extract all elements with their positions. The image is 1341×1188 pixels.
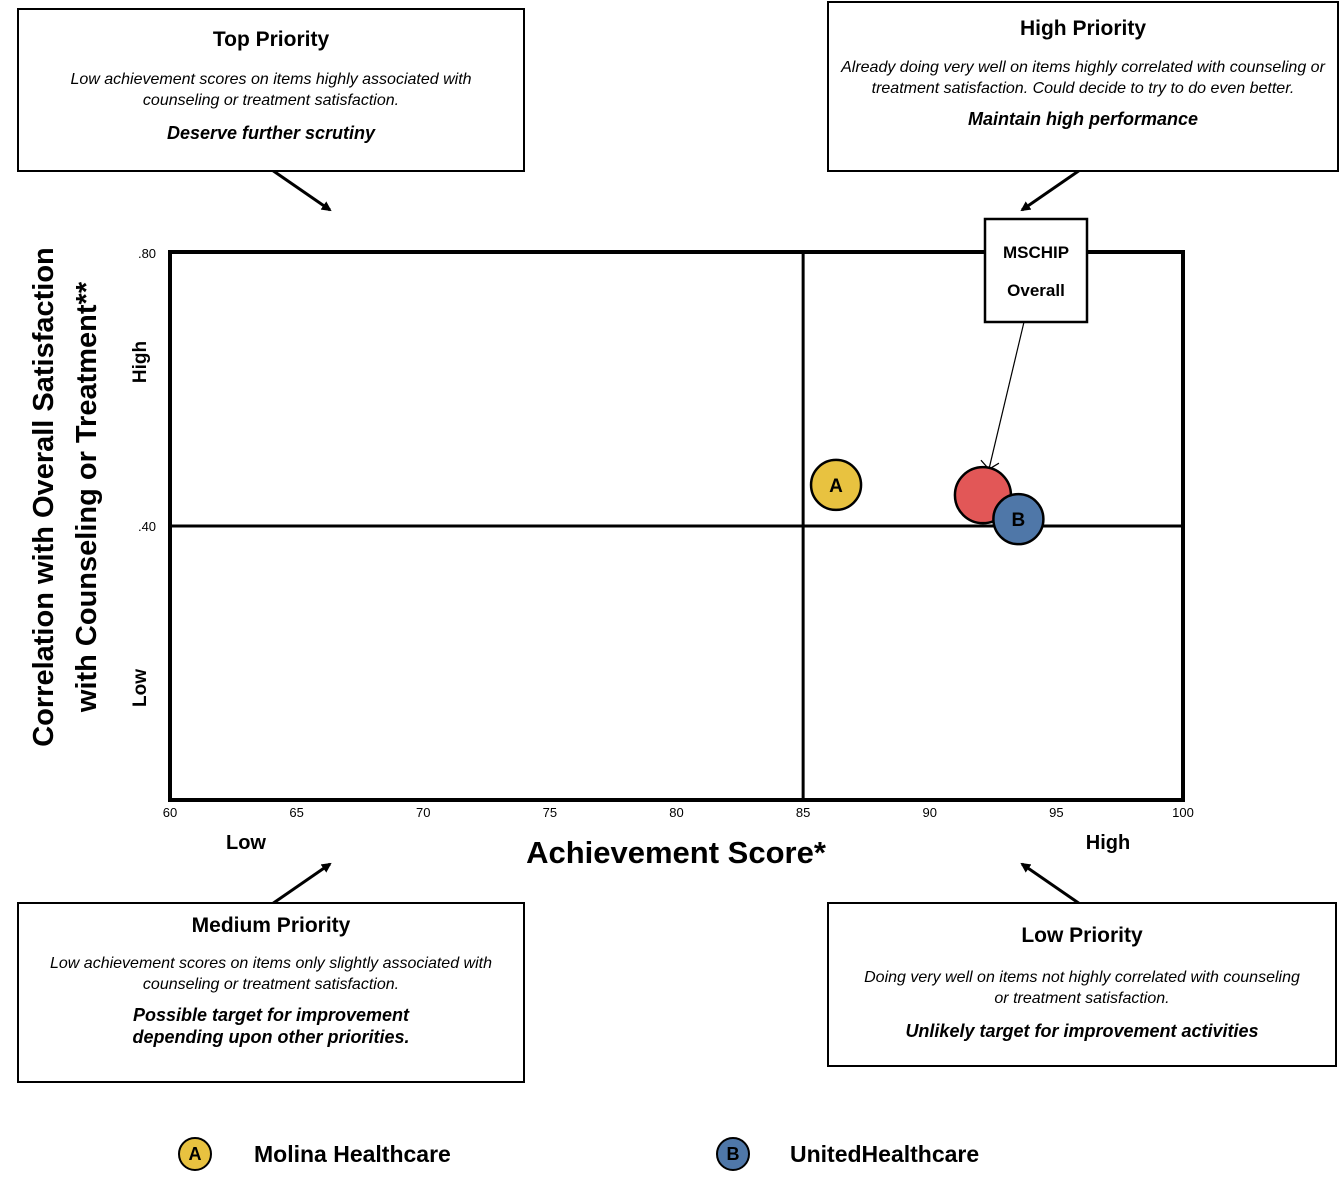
x-tick-label: 90	[923, 805, 937, 820]
medium-priority-box: Medium Priority Low achievement scores o…	[17, 902, 525, 1083]
high-priority-title: High Priority	[1019, 17, 1146, 40]
x-tick-labels: 60 65 70 75 80 85 90 95 100	[163, 805, 1194, 820]
x-tick-label: 70	[416, 805, 430, 820]
top-priority-desc: Low achievement scores on items highly a…	[70, 71, 472, 109]
x-axis-title: Achievement Score*	[526, 835, 827, 870]
arrow-low-priority	[1020, 862, 1081, 906]
x-tick-label: 85	[796, 805, 810, 820]
arrow-medium-priority	[271, 862, 332, 906]
legend-item-b: B UnitedHealthcare	[716, 1137, 979, 1171]
y-tick-label: .80	[138, 246, 156, 261]
x-tick-label: 100	[1172, 805, 1194, 820]
legend-badge-a: A	[178, 1137, 212, 1171]
data-points: AB	[809, 458, 1045, 546]
data-point-b	[992, 492, 1045, 546]
callout-box	[983, 217, 1089, 324]
data-point-a	[809, 458, 863, 512]
callout-line2: Overall	[1007, 281, 1065, 300]
high-priority-desc: Already doing very well on items highly …	[841, 59, 1325, 97]
x-qual-high: High	[1086, 832, 1130, 854]
y-qual-high: High	[130, 341, 151, 383]
low-priority-desc: Doing very well on items not highly corr…	[864, 969, 1300, 1007]
x-qual-low: Low	[226, 832, 266, 854]
top-priority-title: Top Priority	[212, 28, 330, 51]
arrow-top-priority	[271, 168, 332, 212]
legend-badge-b: B	[716, 1137, 750, 1171]
top-priority-box: Top Priority Low achievement scores on i…	[17, 8, 525, 172]
medium-priority-desc: Low achievement scores on items only sli…	[50, 955, 492, 993]
x-tick-label: 75	[543, 805, 557, 820]
y-tick-label: .40	[138, 519, 156, 534]
callout-arrow	[988, 321, 1025, 470]
data-point-label: B	[1012, 510, 1026, 531]
arrow-high-priority	[1020, 168, 1081, 212]
x-tick-label: 65	[289, 805, 303, 820]
legend-label-a: Molina Healthcare	[254, 1140, 451, 1167]
medium-priority-action: Possible target for improvement dependin…	[132, 1004, 410, 1048]
x-tick-label: 60	[163, 805, 177, 820]
low-priority-title: Low Priority	[1021, 924, 1143, 947]
low-priority-action: Unlikely target for improvement activiti…	[905, 1020, 1259, 1041]
legend-item-a: A Molina Healthcare	[178, 1137, 451, 1171]
y-qual-low: Low	[130, 669, 151, 707]
low-priority-box: Low Priority Doing very well on items no…	[827, 902, 1337, 1067]
top-priority-action: Deserve further scrutiny	[166, 122, 376, 143]
data-point-label: A	[829, 476, 843, 497]
medium-priority-title: Medium Priority	[191, 914, 351, 937]
high-priority-box: High Priority Already doing very well on…	[827, 1, 1339, 172]
high-priority-action: Maintain high performance	[967, 108, 1199, 129]
x-tick-label: 95	[1049, 805, 1063, 820]
y-axis-title-line2: with Counseling or Treatment**	[71, 281, 103, 713]
x-tick-label: 80	[669, 805, 683, 820]
legend-label-b: UnitedHealthcare	[790, 1140, 980, 1167]
y-axis-title-line1: Correlation with Overall Satisfaction	[28, 247, 60, 747]
callout-line1: MSCHIP	[1003, 243, 1069, 262]
